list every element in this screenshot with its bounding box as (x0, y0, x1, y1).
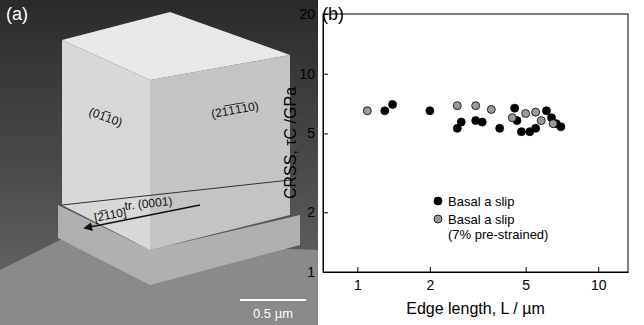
data-points (363, 100, 565, 135)
legend-marker (434, 197, 442, 205)
legend-item: Basal a slip(7% pre-strained) (434, 212, 548, 242)
pillar-top-face (62, 12, 290, 80)
x-tick: 10 (591, 267, 607, 293)
slip-trace (62, 180, 290, 205)
y-tick-mark (323, 212, 328, 213)
x-tick-mark (526, 267, 527, 272)
y-tick: 10 (299, 66, 328, 82)
data-point (457, 118, 465, 126)
y-tick-label: 5 (307, 125, 315, 141)
y-tick-label: 1 (307, 264, 315, 280)
panel-b: (b)125101251020Edge length, L / µmCRSS, … (282, 4, 629, 317)
figure: (a) (01̅10) (21̅1̅1̅10) tr. (0001)[2̅110] 0.… (0, 0, 644, 325)
x-tick-label: 10 (591, 277, 607, 293)
x-axis: 1 2 5 10 (324, 267, 629, 293)
legend-item: Basal a slip (434, 194, 514, 209)
micrograph-background (0, 0, 318, 325)
x-tick-mark (430, 267, 431, 272)
x-tick-mark (598, 267, 599, 272)
data-point (472, 102, 480, 110)
data-point (549, 120, 557, 128)
data-point (522, 109, 530, 117)
data-point (363, 107, 371, 115)
data-point (478, 118, 486, 126)
data-point (537, 117, 545, 125)
data-point (487, 105, 495, 113)
plot-frame (323, 14, 628, 272)
pillar-right-face (150, 55, 290, 250)
x-axis-title: Edge length, L / µm (406, 300, 544, 317)
face-label: (21̅1̅1̅10) (210, 99, 260, 121)
x-tick-label: 5 (522, 277, 530, 293)
scale-bar-label: 0.5 µm (253, 306, 293, 321)
legend-label: Basal a slip(7% pre-strained) (448, 212, 548, 242)
data-point (496, 124, 504, 132)
y-tick-label: 10 (299, 66, 315, 82)
data-point (426, 107, 434, 115)
x-tick: 2 (426, 267, 434, 293)
y-axis-title: CRSS, τC /GPa (282, 87, 299, 199)
y-tick: 5 (307, 125, 328, 141)
y-tick-mark (323, 133, 328, 134)
face-label: tr. (0001) (124, 194, 173, 213)
y-axis: 1 2 5 10 20 (299, 6, 328, 280)
data-point (557, 123, 565, 131)
panel-label: (a) (6, 4, 28, 24)
x-tick-label: 1 (354, 277, 362, 293)
legend-marker (434, 215, 442, 223)
data-point (511, 104, 519, 112)
data-point (453, 102, 461, 110)
legend: Basal a slip Basal a slip(7% pre-strained… (434, 194, 548, 242)
data-point (508, 114, 516, 122)
data-point (517, 128, 525, 136)
face-label: (01̅10) (87, 105, 124, 130)
data-point (381, 107, 389, 115)
x-tick: 5 (522, 267, 530, 293)
panel-a: (a) (01̅10) (21̅1̅1̅10) tr. (0001)[2̅110] 0.… (0, 0, 318, 325)
y-tick: 2 (307, 204, 328, 220)
data-point (532, 124, 540, 132)
y-tick-label: 2 (307, 204, 315, 220)
x-tick-label: 2 (426, 277, 434, 293)
scale-bar (240, 299, 306, 301)
data-point (389, 100, 397, 108)
data-point (532, 108, 540, 116)
y-tick-label: 20 (299, 6, 315, 22)
x-tick: 1 (354, 267, 362, 293)
legend-label: Basal a slip (448, 194, 514, 209)
data-point (542, 107, 550, 115)
y-tick-mark (323, 74, 328, 75)
x-tick-mark (357, 267, 358, 272)
face-label: [2̅110] (93, 205, 128, 225)
